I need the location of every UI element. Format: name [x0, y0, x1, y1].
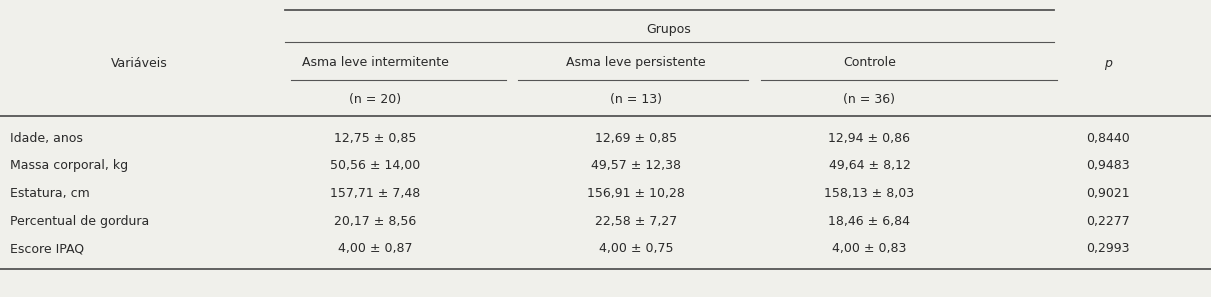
Text: 12,94 ± 0,86: 12,94 ± 0,86	[828, 132, 911, 145]
Text: Asma leve intermitente: Asma leve intermitente	[302, 56, 449, 69]
Text: p: p	[1104, 57, 1112, 69]
Text: 49,57 ± 12,38: 49,57 ± 12,38	[591, 159, 681, 172]
Text: 0,8440: 0,8440	[1086, 132, 1130, 145]
Text: Escore IPAQ: Escore IPAQ	[10, 242, 84, 255]
Text: 18,46 ± 6,84: 18,46 ± 6,84	[828, 215, 911, 228]
Text: 157,71 ± 7,48: 157,71 ± 7,48	[331, 187, 420, 200]
Text: 12,69 ± 0,85: 12,69 ± 0,85	[595, 132, 677, 145]
Text: 4,00 ± 0,87: 4,00 ± 0,87	[338, 242, 413, 255]
Text: 156,91 ± 10,28: 156,91 ± 10,28	[587, 187, 684, 200]
Text: 50,56 ± 14,00: 50,56 ± 14,00	[331, 159, 420, 172]
Text: 0,2993: 0,2993	[1086, 242, 1130, 255]
Text: 20,17 ± 8,56: 20,17 ± 8,56	[334, 215, 417, 228]
Text: 12,75 ± 0,85: 12,75 ± 0,85	[334, 132, 417, 145]
Text: 4,00 ± 0,75: 4,00 ± 0,75	[598, 242, 673, 255]
Text: (n = 20): (n = 20)	[349, 93, 402, 106]
Text: (n = 36): (n = 36)	[844, 93, 895, 106]
Text: Variáveis: Variáveis	[111, 57, 167, 69]
Text: 4,00 ± 0,83: 4,00 ± 0,83	[832, 242, 907, 255]
Text: Controle: Controle	[843, 56, 896, 69]
Text: Asma leve persistente: Asma leve persistente	[566, 56, 706, 69]
Text: 0,9483: 0,9483	[1086, 159, 1130, 172]
Text: 22,58 ± 7,27: 22,58 ± 7,27	[595, 215, 677, 228]
Text: Idade, anos: Idade, anos	[10, 132, 82, 145]
Text: Estatura, cm: Estatura, cm	[10, 187, 90, 200]
Text: 0,2277: 0,2277	[1086, 215, 1130, 228]
Text: Grupos: Grupos	[647, 23, 691, 36]
Text: 158,13 ± 8,03: 158,13 ± 8,03	[825, 187, 914, 200]
Text: 0,9021: 0,9021	[1086, 187, 1130, 200]
Text: Massa corporal, kg: Massa corporal, kg	[10, 159, 128, 172]
Text: 49,64 ± 8,12: 49,64 ± 8,12	[828, 159, 911, 172]
Text: Percentual de gordura: Percentual de gordura	[10, 215, 149, 228]
Text: (n = 13): (n = 13)	[610, 93, 661, 106]
